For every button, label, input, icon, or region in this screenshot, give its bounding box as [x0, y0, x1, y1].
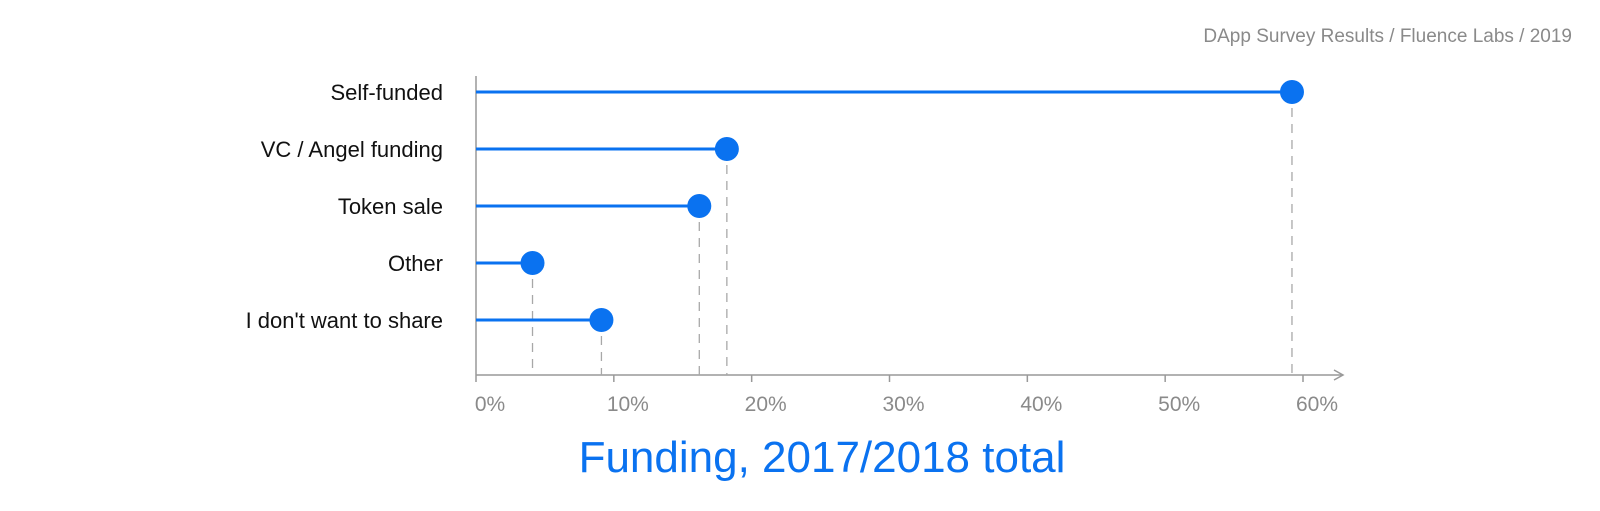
category-label: VC / Angel funding — [261, 137, 443, 162]
tick-labels: 0% 10% 20% 30% 40% 50% 60% — [475, 393, 1338, 416]
chart-title: Funding, 2017/2018 total — [579, 433, 1066, 482]
x-tick-label: 40% — [1020, 393, 1062, 416]
lollipop-dot — [687, 194, 712, 218]
value-guides — [531, 92, 1293, 375]
lollipop-dots — [520, 80, 1304, 332]
lollipop-dot — [589, 308, 614, 332]
x-axis-arrow-icon — [1333, 369, 1345, 381]
x-tick-label: 10% — [607, 393, 649, 416]
x-tick-label: 20% — [745, 393, 787, 416]
lollipop-stems — [476, 90, 1292, 322]
category-label: Self-funded — [330, 80, 443, 105]
category-label: I don't want to share — [246, 308, 443, 333]
category-label: Other — [388, 251, 443, 276]
x-tick-label: 30% — [882, 393, 924, 416]
lollipop-dot — [714, 137, 739, 161]
x-tick-label: 60% — [1296, 393, 1338, 416]
category-label: Token sale — [338, 194, 443, 219]
lollipop-dot — [1279, 80, 1304, 104]
x-tick-label: 0% — [475, 393, 505, 416]
survey-credit: DApp Survey Results / Fluence Labs / 201… — [1203, 26, 1572, 47]
x-tick-label: 50% — [1158, 393, 1200, 416]
x-axis — [475, 76, 1345, 382]
lollipop-dot — [520, 251, 545, 275]
category-labels: Self-funded VC / Angel funding Token sale O… — [246, 80, 443, 333]
